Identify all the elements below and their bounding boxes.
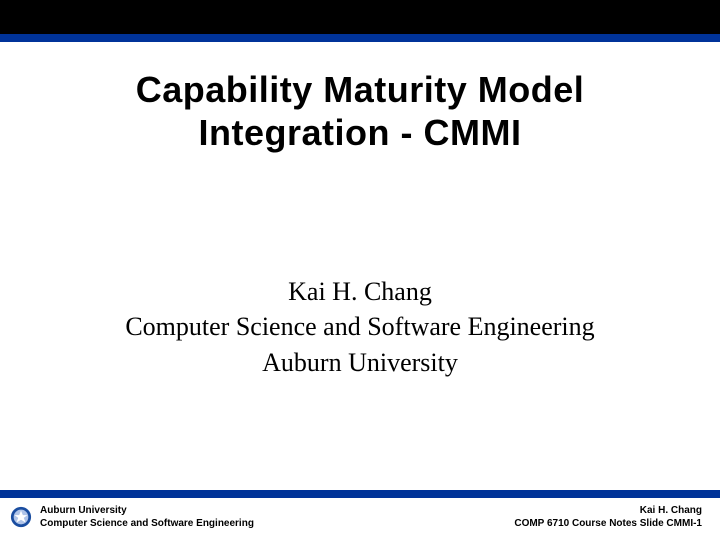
top-blue-bar [0, 34, 720, 42]
subtitle-line-2: Computer Science and Software Engineerin… [40, 309, 680, 344]
footer-left: Auburn University Computer Science and S… [10, 504, 254, 530]
subtitle-line-1: Kai H. Chang [40, 274, 680, 309]
footer-right-line-2: COMP 6710 Course Notes Slide CMMI-1 [514, 517, 702, 530]
slide-footer: Auburn University Computer Science and S… [0, 490, 720, 540]
footer-right-line-1: Kai H. Chang [514, 504, 702, 517]
slide-content: Capability Maturity Model Integration - … [0, 42, 720, 380]
footer-right-text: Kai H. Chang COMP 6710 Course Notes Slid… [514, 504, 702, 530]
university-logo-icon [10, 506, 32, 528]
title-line-1: Capability Maturity Model [40, 68, 680, 111]
footer-blue-bar [0, 490, 720, 498]
top-black-bar [0, 0, 720, 34]
subtitle-line-3: Auburn University [40, 345, 680, 380]
slide-subtitle: Kai H. Chang Computer Science and Softwa… [40, 274, 680, 379]
title-line-2: Integration - CMMI [40, 111, 680, 154]
footer-content: Auburn University Computer Science and S… [0, 498, 720, 540]
footer-left-text: Auburn University Computer Science and S… [40, 504, 254, 530]
footer-left-line-2: Computer Science and Software Engineerin… [40, 517, 254, 530]
footer-left-line-1: Auburn University [40, 504, 254, 517]
slide-title: Capability Maturity Model Integration - … [40, 68, 680, 154]
